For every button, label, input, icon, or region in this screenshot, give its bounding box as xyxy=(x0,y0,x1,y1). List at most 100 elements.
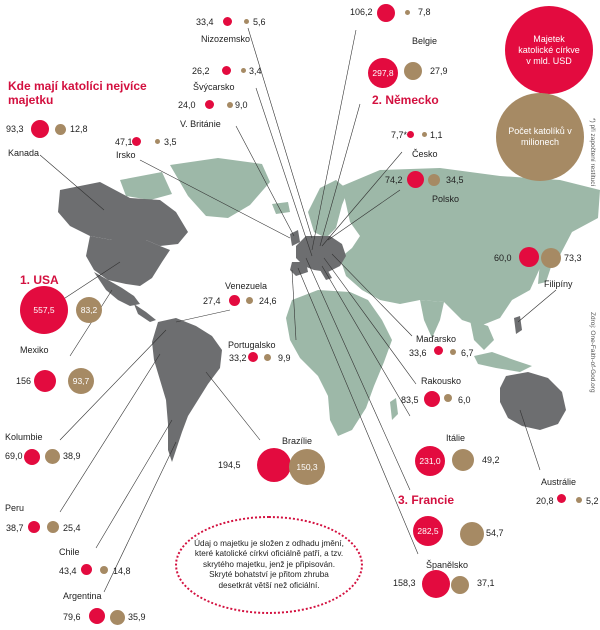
indonesia xyxy=(474,352,532,372)
australia-shape xyxy=(500,372,566,430)
country-name-braz-lie: Brazílie xyxy=(282,436,313,446)
country-name-kanada: Kanada xyxy=(8,148,40,158)
mexico-shape xyxy=(94,272,140,306)
wealth-circle-portugalsko xyxy=(248,352,258,362)
scandinavia xyxy=(308,180,348,238)
map-title: Kde mají katolíci nejvíce majetku xyxy=(8,79,147,107)
wealth-circle-it-lie xyxy=(415,446,445,476)
other-land xyxy=(120,158,600,436)
wealth-circle-mexiko xyxy=(34,370,56,392)
catholics-circle-mexiko xyxy=(68,368,94,394)
catholics-value-usa: 83,2 xyxy=(80,304,98,315)
country-name-mexiko: Mexiko xyxy=(20,345,49,355)
catholics-value-braz-lie: 150,3 xyxy=(296,461,318,472)
country-name-ma-arsko: Maďarsko xyxy=(416,334,457,344)
wealth-value-rakousko: 83,5 xyxy=(401,395,419,405)
country-name-portugalsko: Portugalsko xyxy=(228,340,276,350)
wealth-value-francie: 282,5 xyxy=(417,525,439,536)
wealth-circle--pan-lsko xyxy=(422,570,450,598)
wealth-circle--v-carsko xyxy=(222,66,231,75)
wealth-value-ma-arsko: 33,6 xyxy=(409,348,427,358)
footnote: *) při započtení restitucí xyxy=(589,118,596,187)
uk-ireland-shape xyxy=(290,230,300,246)
wealth-value-filip-ny: 60,0 xyxy=(494,253,512,263)
catholics-value-polsko: 34,5 xyxy=(446,175,464,185)
wealth-circle-venezuela xyxy=(229,295,240,306)
wealth-value-nizozemsko: 33,4 xyxy=(196,17,214,27)
leader--v-carsko xyxy=(255,87,313,257)
leader-it-lie xyxy=(321,265,411,417)
catholics-value-argentina: 35,9 xyxy=(128,612,146,622)
catholics-value--v-carsko: 3,4 xyxy=(249,66,262,76)
catholics-circle-francie xyxy=(460,522,484,546)
madagascar xyxy=(390,398,398,420)
wealth-value-austr-lie: 20,8 xyxy=(536,496,554,506)
catholics-circle-n-mecko xyxy=(404,62,422,80)
leader-austr-lie xyxy=(519,409,541,471)
leader-venezuela xyxy=(175,309,231,323)
catholics-value-nizozemsko: 5,6 xyxy=(253,17,266,27)
leader-filip-ny xyxy=(517,289,557,323)
catholics-circle--pan-lsko xyxy=(451,576,469,594)
wealth-value-argentina: 79,6 xyxy=(63,612,81,622)
wealth-circle-argentina xyxy=(89,608,105,624)
note-ellipse: Údaj o majetku je složen z odhadu jmění,… xyxy=(175,516,363,614)
canada-shape xyxy=(58,182,188,246)
leader--pan-lsko xyxy=(297,267,419,555)
leader-peru xyxy=(59,353,161,513)
legend-catholics-label: Počet katolíků v milionech xyxy=(508,126,572,147)
catholics-value-venezuela: 24,6 xyxy=(259,296,277,306)
wealth-value--esko: 7,7* xyxy=(391,130,408,140)
country-name-filip-ny: Filipíny xyxy=(544,279,573,289)
catholics-value-v-brit-nie: 9,0 xyxy=(235,100,248,110)
leader-kanada xyxy=(39,154,105,211)
catholics-value-chile: 14,8 xyxy=(113,566,131,576)
catholics-circle-kanada xyxy=(55,124,66,135)
leader-argentina xyxy=(103,441,177,593)
wealth-circle-francie xyxy=(413,516,443,546)
catholics-circle-polsko xyxy=(428,174,440,186)
rank-francie: 3. Francie xyxy=(398,493,455,507)
catholics-value-filip-ny: 73,3 xyxy=(564,253,582,263)
leader-n-mecko xyxy=(319,103,361,247)
wealth-circle-usa xyxy=(20,286,68,334)
wealth-value-it-lie: 231,0 xyxy=(419,455,441,466)
note-text: Údaj o majetku je složen z odhadu jmění,… xyxy=(194,538,344,590)
catholics-circle-it-lie xyxy=(452,449,474,471)
catholics-circle-nizozemsko xyxy=(244,19,249,24)
catholics-circle-irsko xyxy=(155,139,160,144)
wealth-circle-v-brit-nie xyxy=(205,100,214,109)
wealth-value-kolumbie: 69,0 xyxy=(5,451,23,461)
leader-ma-arsko xyxy=(331,253,413,337)
catholics-value-n-mecko: 27,9 xyxy=(430,66,448,76)
wealth-circle-belgie xyxy=(377,4,395,22)
catholics-value-kolumbie: 38,9 xyxy=(63,451,81,461)
rank-usa: 1. USA xyxy=(20,273,59,287)
catholics-circle--esko xyxy=(422,132,427,137)
leader-braz-lie xyxy=(205,371,261,441)
country-name--esko: Česko xyxy=(412,149,438,159)
leader-portugalsko xyxy=(291,269,297,341)
wealth-circle-peru xyxy=(28,521,40,533)
catholics-value-mexiko: 93,7 xyxy=(72,375,90,386)
catholics-circle-chile xyxy=(100,566,108,574)
wealth-value-chile: 43,4 xyxy=(59,566,77,576)
wealth-circle-braz-lie xyxy=(257,448,291,482)
wealth-value-belgie: 106,2 xyxy=(350,7,373,17)
country-name-chile: Chile xyxy=(59,547,80,557)
catholics-circle-v-brit-nie xyxy=(227,102,233,108)
catholics-circle-filip-ny xyxy=(541,248,561,268)
country-name-kolumbie: Kolumbie xyxy=(5,432,43,442)
leader-kolumbie xyxy=(59,329,167,441)
country-name-belgie: Belgie xyxy=(412,36,438,46)
catholics-value-austr-lie: 5,2 xyxy=(586,496,599,506)
catholics-circle-rakousko xyxy=(444,394,452,402)
legend-catholics: Počet katolíků v milionech xyxy=(496,93,584,181)
catholics-circle-venezuela xyxy=(246,297,253,304)
wealth-value--pan-lsko: 158,3 xyxy=(393,578,416,588)
catholics-value-rakousko: 6,0 xyxy=(458,395,471,405)
leader-v-brit-nie xyxy=(235,125,295,237)
country-name-polsko: Polsko xyxy=(432,194,460,204)
catholics-circle-braz-lie xyxy=(289,449,325,485)
catholics-circle-kolumbie xyxy=(45,449,60,464)
